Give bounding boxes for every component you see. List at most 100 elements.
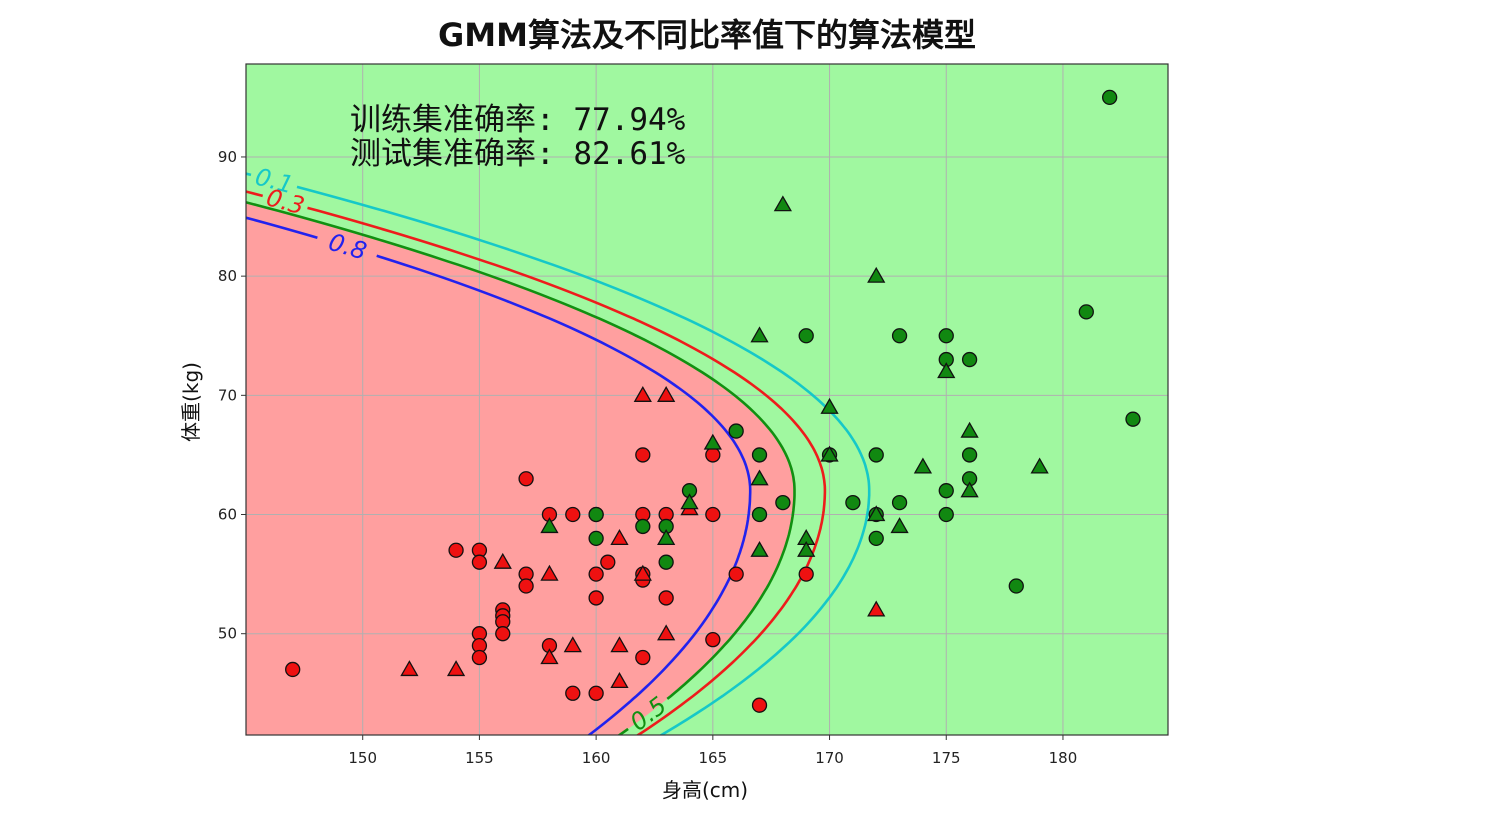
- y-axis-label: 体重(kg): [179, 362, 203, 442]
- data-point-circle: [705, 506, 721, 523]
- data-point-circle: [891, 494, 908, 511]
- data-point-triangle: [797, 540, 816, 557]
- data-point-triangle: [820, 397, 839, 414]
- data-point-triangle: [493, 552, 512, 569]
- data-point-triangle: [540, 517, 559, 534]
- contour-line-0.5: [617, 727, 629, 735]
- data-point-circle: [775, 494, 791, 511]
- y-tick-label: 80: [218, 267, 237, 285]
- data-point-circle: [658, 554, 674, 570]
- data-point-circle: [728, 423, 744, 439]
- data-point-triangle: [913, 457, 933, 474]
- data-point-circle: [1008, 578, 1024, 594]
- data-point-circle: [728, 566, 744, 582]
- data-point-circle: [938, 483, 954, 499]
- data-point-circle: [471, 554, 488, 570]
- inner-region: [246, 202, 795, 735]
- data-points: [285, 89, 1141, 713]
- data-point-circle: [798, 566, 814, 582]
- y-tick-label: 90: [218, 148, 237, 166]
- contour-line-0.3: [307, 206, 827, 735]
- data-point-circle: [751, 447, 768, 463]
- data-point-circle: [891, 328, 908, 344]
- data-point-circle: [868, 530, 884, 546]
- data-point-circle: [588, 566, 604, 582]
- contour-line-0.5: [246, 200, 796, 700]
- contour-line-0.8: [376, 254, 752, 735]
- data-point-circle: [751, 506, 768, 523]
- data-point-triangle: [563, 636, 582, 653]
- x-tick-label: 150: [348, 749, 377, 767]
- data-point-triangle: [657, 529, 676, 545]
- data-point-circle: [751, 697, 768, 713]
- data-point-triangle: [960, 481, 979, 498]
- x-tick-label: 165: [699, 749, 728, 767]
- contour-line-0.1: [296, 185, 871, 735]
- data-point-circle: [471, 649, 488, 666]
- data-point-circle: [1101, 89, 1118, 106]
- x-axis-label: 身高(cm): [662, 778, 748, 802]
- data-point-triangle: [1030, 457, 1049, 474]
- data-point-triangle: [703, 433, 722, 450]
- data-point-circle: [635, 649, 651, 666]
- data-point-triangle: [446, 660, 466, 677]
- data-point-triangle: [633, 564, 652, 581]
- data-point-triangle: [657, 624, 676, 641]
- data-point-circle: [961, 351, 978, 368]
- x-tick-label: 180: [1049, 749, 1078, 767]
- contour-line-0.1: [246, 172, 252, 177]
- data-point-circle: [635, 447, 651, 463]
- data-point-circle: [285, 661, 301, 678]
- data-point-triangle: [773, 195, 792, 212]
- data-point-triangle: [937, 362, 956, 379]
- data-point-circle: [1078, 304, 1094, 320]
- data-point-triangle: [867, 600, 886, 617]
- data-point-triangle: [657, 386, 676, 402]
- data-point-triangle: [750, 540, 769, 557]
- data-point-triangle: [680, 493, 699, 510]
- data-point-circle: [938, 328, 954, 344]
- x-tick-label: 155: [465, 749, 494, 767]
- data-point-triangle: [540, 648, 559, 665]
- data-point-circle: [1125, 411, 1141, 427]
- contour-line-0.3: [246, 190, 264, 198]
- data-point-circle: [705, 632, 721, 648]
- data-point-triangle: [750, 326, 769, 343]
- x-tick-label: 170: [815, 749, 844, 767]
- data-point-circle: [938, 506, 954, 523]
- data-point-circle: [961, 447, 978, 463]
- data-point-triangle: [610, 672, 629, 689]
- data-point-circle: [518, 578, 534, 594]
- data-point-triangle: [610, 636, 629, 653]
- data-point-circle: [658, 590, 674, 606]
- train-accuracy-annotation: 训练集准确率: 77.94%: [350, 102, 686, 138]
- data-point-circle: [845, 494, 861, 511]
- data-point-circle: [588, 530, 604, 546]
- plot-frame: [245, 63, 1169, 736]
- data-point-circle: [600, 554, 616, 570]
- data-point-circle: [588, 685, 604, 701]
- data-point-triangle: [400, 660, 419, 677]
- data-point-circle: [798, 328, 814, 344]
- data-point-circle: [495, 626, 511, 642]
- data-point-circle: [565, 506, 581, 523]
- data-point-circle: [588, 590, 604, 606]
- data-point-triangle: [633, 386, 652, 402]
- axis-ticks: 150 155 160 165 170 175 180 50 60 70 80 90: [218, 148, 1077, 767]
- data-point-triangle: [540, 564, 559, 581]
- y-tick-label: 50: [218, 625, 237, 643]
- data-point-circle: [565, 685, 581, 701]
- data-point-triangle: [610, 529, 629, 545]
- data-point-triangle: [750, 469, 769, 486]
- data-point-circle: [448, 542, 464, 558]
- data-point-triangle: [867, 266, 886, 283]
- data-point-triangle: [960, 421, 979, 438]
- test-accuracy-annotation: 测试集准确率: 82.61%: [350, 136, 686, 172]
- data-point-circle: [635, 518, 651, 535]
- data-point-circle: [518, 471, 534, 487]
- x-tick-label: 160: [582, 749, 611, 767]
- data-point-triangle: [890, 517, 909, 534]
- data-point-circle: [588, 506, 604, 523]
- data-point-triangle: [867, 505, 886, 522]
